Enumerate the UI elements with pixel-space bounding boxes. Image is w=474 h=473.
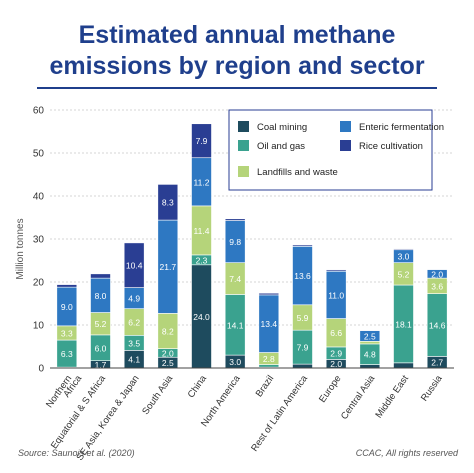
x-tick-label: Brazil	[254, 373, 277, 399]
title-divider	[37, 87, 437, 89]
bar-segment	[359, 364, 381, 369]
data-label: 2.0	[162, 348, 174, 358]
data-label: 8.2	[162, 327, 174, 337]
bar-segment	[258, 292, 280, 296]
y-tick-label: 20	[33, 278, 45, 289]
data-label: 3.0	[229, 357, 241, 367]
data-label: 7.9	[297, 343, 309, 353]
data-label: 14.6	[429, 321, 446, 331]
data-label: 11.0	[328, 290, 344, 300]
data-label: 3.3	[61, 328, 73, 338]
data-label: 1.7	[95, 360, 107, 370]
bar-segment	[292, 363, 313, 369]
data-label: 5.2	[398, 269, 410, 279]
legend-entry: Landfills and waste	[257, 167, 338, 178]
data-label: 13.6	[294, 271, 311, 281]
x-tick-label: Central Asia	[339, 373, 378, 422]
chart-title-line-1: Estimated annual methane	[78, 21, 396, 49]
data-label: 4.8	[364, 350, 376, 360]
legend-swatch	[340, 121, 351, 132]
chart-title: Estimated annual methane emissions by re…	[0, 20, 474, 82]
data-label: 11.4	[194, 226, 210, 236]
data-label: 8.3	[162, 198, 174, 208]
data-label: 13.4	[261, 319, 278, 329]
data-label: 2.0	[330, 359, 342, 369]
bar-segment	[56, 284, 78, 288]
data-label: 2.8	[263, 354, 275, 364]
copyright-note: CCAC, All rights reserved	[355, 448, 458, 458]
y-tick-label: 10	[33, 321, 45, 332]
legend-box	[228, 109, 433, 191]
bar-segment	[393, 362, 414, 369]
data-label: 2.3	[196, 255, 208, 265]
data-label: 8.0	[95, 291, 107, 301]
data-label: 4.1	[128, 355, 140, 365]
data-label: 10.4	[126, 261, 143, 271]
bar-segment	[157, 184, 179, 221]
data-label: 2.5	[162, 358, 174, 368]
data-label: 2.7	[431, 358, 443, 368]
data-label: 9.8	[229, 237, 241, 247]
data-label: 2.5	[364, 331, 376, 341]
legend-entry: Rice cultivation	[359, 141, 423, 152]
data-label: 6.0	[95, 343, 107, 353]
y-tick-label: 0	[38, 364, 44, 375]
data-label: 5.9	[297, 313, 309, 323]
x-tick-label: Europe	[317, 373, 344, 404]
data-label: 14.1	[227, 320, 244, 330]
bar-segment	[191, 123, 212, 159]
data-label: 18.1	[395, 319, 412, 329]
y-axis-label: Million tonnes	[15, 218, 26, 279]
legend-swatch	[238, 166, 249, 177]
data-label: 21.7	[160, 262, 177, 272]
y-tick-label: 40	[33, 192, 45, 203]
data-label: 6.3	[61, 349, 73, 359]
legend-swatch	[238, 121, 249, 132]
y-tick-label: 30	[33, 235, 45, 246]
data-label: 3.6	[431, 281, 443, 291]
y-tick-label: 60	[33, 106, 45, 117]
bar-segment	[292, 244, 313, 247]
x-tick-label: South Asia	[140, 373, 175, 417]
x-tick-label: Russia	[419, 373, 445, 404]
x-tick-label: China	[186, 373, 210, 400]
legend-entry: Enteric fermentation	[359, 122, 444, 133]
bar-segment	[224, 218, 246, 221]
x-tick-label: Middle East	[373, 373, 411, 420]
data-label: 2.9	[330, 349, 342, 359]
legend-swatch	[340, 140, 351, 151]
data-label: 7.9	[196, 136, 208, 146]
legend-entry: Coal mining	[257, 122, 307, 133]
legend-entry: Oil and gas	[257, 141, 305, 152]
bar-segment	[123, 242, 145, 288]
data-label: 4.9	[128, 294, 140, 304]
chart-title-line-2: emissions by region and sector	[49, 52, 425, 80]
bars: 6.3 3.3 9.0 1.7 6.0 5.2 8.0 4.1 3.5 6.2 4.9 10.4 2.5…	[56, 123, 448, 370]
data-label: 6.2	[128, 317, 140, 327]
data-label: 6.6	[330, 328, 342, 338]
bar-segment	[359, 341, 381, 345]
y-tick-label: 50	[33, 149, 45, 160]
data-label: 9.0	[61, 302, 73, 312]
data-label: 5.2	[95, 319, 107, 329]
data-label: 2.0	[431, 269, 443, 279]
data-label: 24.0	[193, 312, 210, 322]
legend: Coal mining Enteric fermentation Oil and g…	[228, 109, 444, 191]
data-label: 11.2	[194, 177, 210, 187]
bar-segment	[90, 273, 111, 279]
legend-swatch	[238, 140, 249, 151]
bar-segment	[258, 364, 280, 368]
data-label: 7.4	[229, 274, 241, 284]
bar-segment	[325, 269, 347, 272]
bar-segment	[393, 248, 414, 251]
data-label: 3.0	[398, 252, 410, 262]
source-note: Source: Saunois et al. (2020)	[18, 448, 135, 458]
data-label: 3.5	[128, 338, 140, 348]
